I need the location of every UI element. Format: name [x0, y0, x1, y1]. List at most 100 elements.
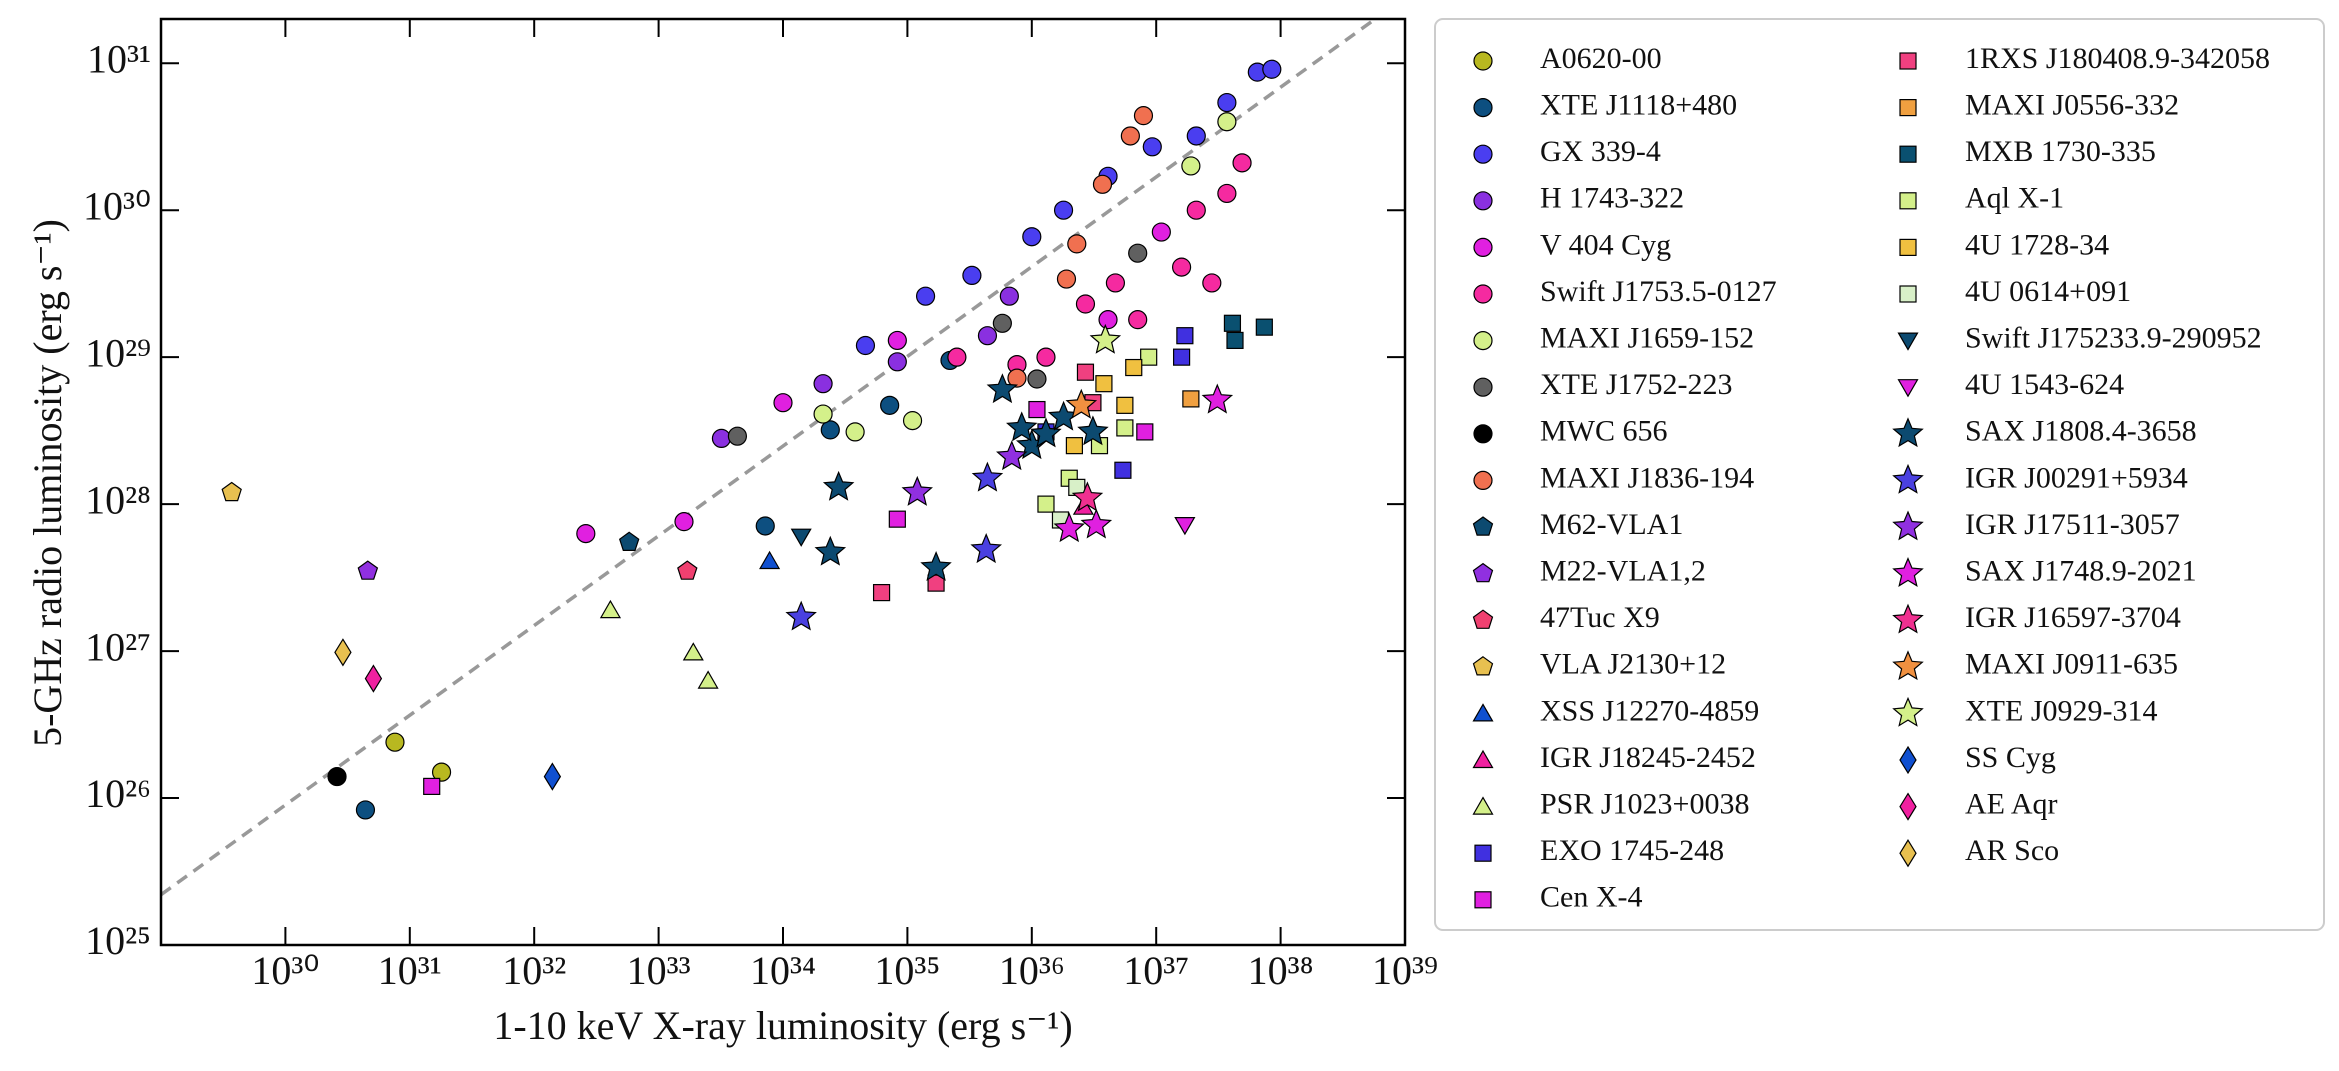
- data-point: [727, 426, 748, 446]
- legend-marker: [1473, 191, 1493, 211]
- data-point: [1136, 423, 1154, 441]
- legend-label: VLA J2130+12: [1540, 648, 1726, 681]
- legend-label: MAXI J1659-152: [1540, 321, 1754, 354]
- data-point: [755, 516, 775, 536]
- legend-marker: [1473, 377, 1493, 397]
- legend-label: Swift J175233.9-290952: [1965, 321, 2262, 354]
- legend-marker: [1892, 417, 1924, 448]
- data-point: [855, 335, 876, 356]
- data-point: [1223, 314, 1242, 332]
- data-point: [1036, 347, 1056, 367]
- data-point: [947, 347, 967, 367]
- legend-marker: [1474, 844, 1492, 862]
- legend-label: IGR J16597-3704: [1965, 601, 2181, 634]
- data-point: [1201, 383, 1234, 414]
- data-point: [1181, 156, 1201, 176]
- data-point: [1171, 257, 1192, 277]
- plot-area: [161, 19, 1379, 897]
- legend-marker: [1473, 144, 1493, 164]
- data-point: [1120, 126, 1140, 146]
- data-point: [880, 395, 900, 415]
- legend-label: 1RXS J180408.9-342058: [1965, 42, 2270, 75]
- data-point: [1075, 294, 1096, 314]
- x-tick-label: 10³⁰: [251, 948, 319, 993]
- legend-marker: [1897, 379, 1919, 398]
- data-point: [1007, 368, 1027, 388]
- data-point: [813, 374, 833, 394]
- legend-marker: [1899, 285, 1917, 303]
- data-point: [1030, 417, 1062, 448]
- legend-marker: [1473, 51, 1493, 71]
- legend-label: MAXI J1836-194: [1540, 461, 1754, 494]
- data-point: [927, 574, 945, 592]
- data-point: [813, 404, 833, 424]
- data-point: [697, 670, 719, 689]
- data-point: [887, 330, 907, 351]
- legend-marker: [1472, 656, 1494, 676]
- legend-marker: [1472, 516, 1494, 536]
- legend-box: [1434, 18, 2325, 931]
- legend-label: Swift J1753.5-0127: [1540, 275, 1777, 308]
- legend-marker: [1473, 284, 1493, 304]
- data-point: [1172, 348, 1191, 366]
- data-point: [1114, 461, 1132, 479]
- data-point: [1080, 508, 1113, 539]
- x-tick-label: 10³⁵: [874, 948, 940, 993]
- legend-label: MAXI J0556-332: [1965, 88, 2179, 121]
- legend-label: SAX J1748.9-2021: [1965, 554, 2197, 587]
- plot-frame: [159, 17, 1407, 947]
- data-point: [845, 422, 865, 442]
- legend-label: 4U 0614+091: [1965, 275, 2131, 308]
- data-point: [1027, 369, 1047, 389]
- data-point: [887, 352, 907, 372]
- legend-marker: [1899, 839, 1917, 868]
- data-point: [1116, 419, 1134, 437]
- legend-marker: [1892, 603, 1924, 634]
- legend-label: XTE J0929-314: [1965, 694, 2157, 727]
- data-point: [1226, 331, 1244, 350]
- legend-marker: [1899, 745, 1917, 775]
- data-point: [996, 440, 1028, 471]
- legend-label: IGR J18245-2452: [1540, 741, 1756, 774]
- data-point: [820, 420, 840, 440]
- data-point: [1186, 126, 1206, 146]
- data-point: [999, 286, 1019, 306]
- y-tick-label: 10²⁹: [85, 330, 151, 375]
- data-point: [1071, 481, 1104, 512]
- x-tick-label: 10³⁸: [1248, 948, 1314, 993]
- legend-marker: [1473, 97, 1493, 118]
- x-tick-label: 10³³: [627, 948, 691, 993]
- data-point: [385, 732, 405, 752]
- data-point: [822, 470, 855, 501]
- data-point: [1037, 495, 1055, 513]
- y-tick-label: 10³¹: [87, 36, 151, 81]
- data-point: [1077, 415, 1109, 446]
- legend-label: M62-VLA1: [1540, 508, 1683, 541]
- x-tick-label: 10³⁷: [1123, 948, 1189, 993]
- legend-marker: [1474, 891, 1492, 909]
- legend-label: XSS J12270-4859: [1540, 694, 1759, 727]
- data-point: [759, 550, 781, 570]
- data-point: [327, 766, 347, 787]
- legend-label: GX 339-4: [1540, 135, 1661, 168]
- legend-label: 47Tuc X9: [1540, 601, 1660, 634]
- data-point: [1006, 411, 1038, 442]
- legend-label: IGR J17511-3057: [1965, 508, 2180, 541]
- data-point: [677, 560, 698, 580]
- data-point: [1255, 318, 1273, 336]
- legend-marker: [1899, 98, 1917, 117]
- data-point: [1095, 375, 1113, 393]
- data-point: [1176, 327, 1194, 345]
- data-point: [785, 600, 817, 631]
- data-point: [1133, 106, 1154, 126]
- legend-marker: [1899, 792, 1917, 821]
- legend-label: AR Sco: [1965, 834, 2059, 867]
- data-point: [334, 638, 352, 667]
- data-point: [1065, 437, 1083, 455]
- data-point: [1022, 227, 1042, 247]
- legend-marker: [1472, 749, 1494, 769]
- legend-label: H 1743-322: [1540, 182, 1684, 215]
- data-point: [431, 762, 452, 782]
- data-point: [1217, 112, 1237, 132]
